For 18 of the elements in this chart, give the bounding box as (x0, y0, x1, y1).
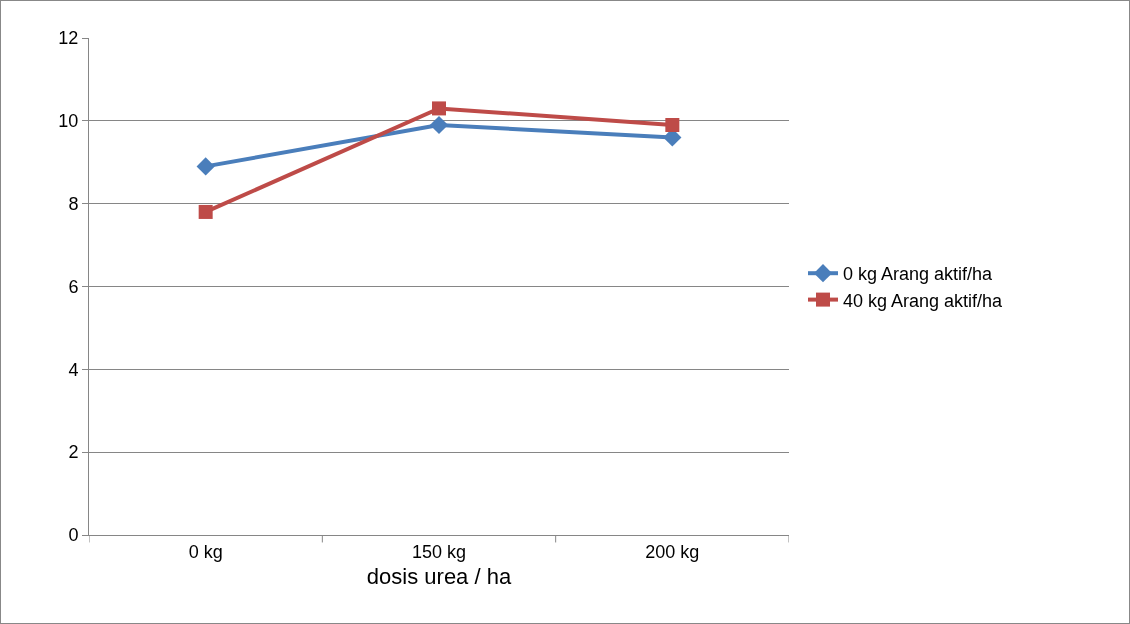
y-tick-label: 10 (58, 111, 79, 132)
y-tick-label: 6 (68, 276, 79, 297)
y-tick-label: 2 (68, 442, 79, 463)
y-tick-label: 4 (68, 359, 79, 380)
x-tick-label: 200 kg (645, 541, 700, 562)
point (198, 204, 213, 219)
y-tick-label: 8 (68, 193, 79, 214)
y-tick-label: 12 (58, 28, 79, 49)
legend-label: 40 kg Arang aktif/ha (843, 290, 1004, 311)
point (196, 157, 215, 176)
y-tick-label: 0 (68, 525, 79, 546)
point (429, 115, 449, 135)
legend-label: 0 kg Arang aktif/ha (843, 264, 994, 285)
point (665, 117, 680, 132)
x-axis-title: dosis urea / ha (366, 564, 512, 590)
point (432, 101, 446, 116)
x-tick-label: 0 kg (188, 541, 223, 562)
x-tick-label: 150 kg (411, 541, 467, 562)
